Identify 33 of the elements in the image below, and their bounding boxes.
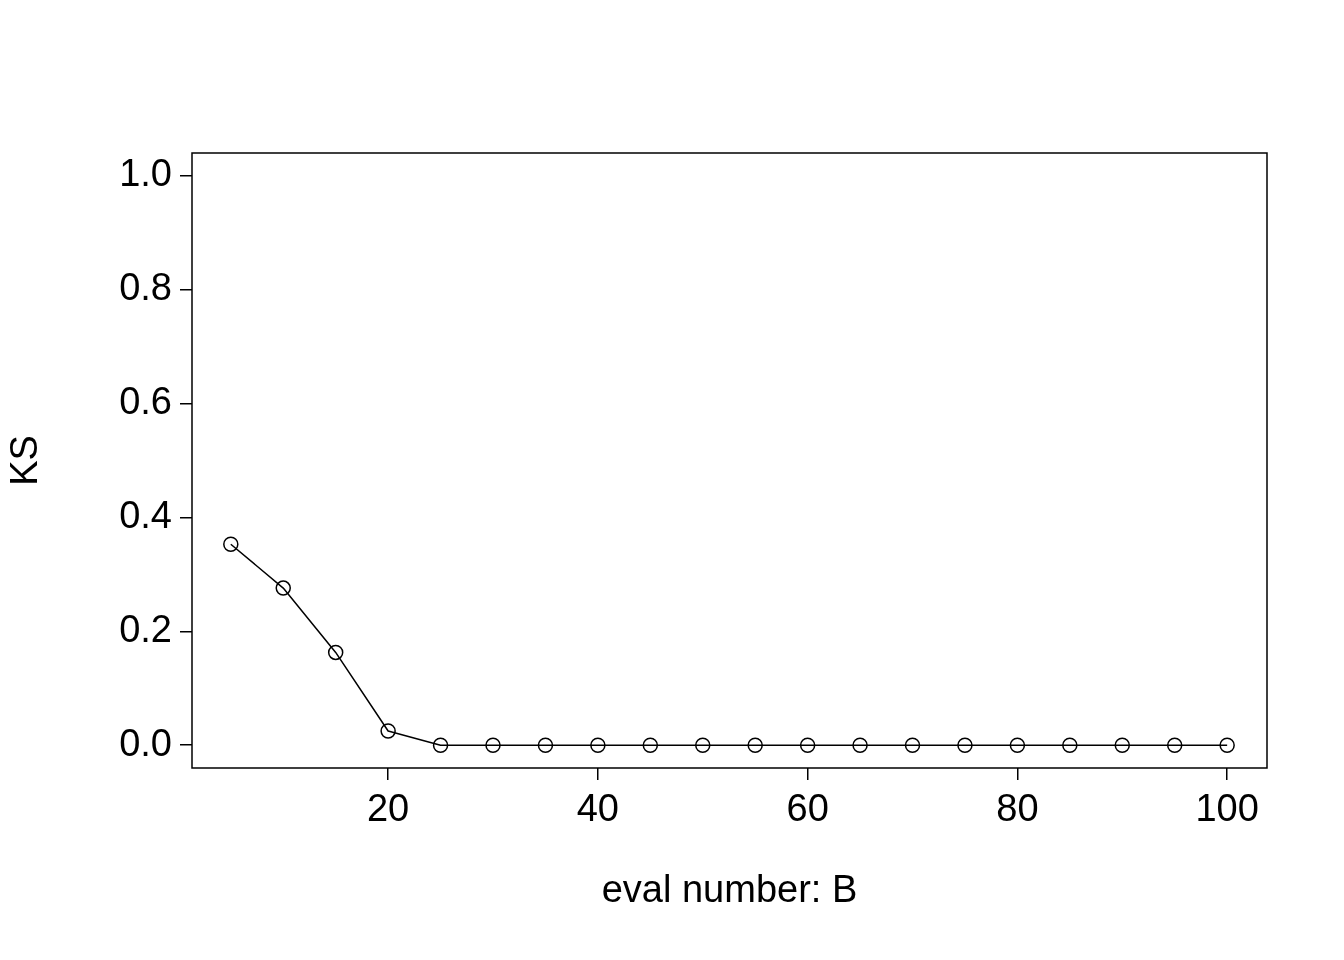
point: [1009, 737, 1026, 753]
point: [590, 737, 606, 753]
point: [799, 737, 816, 753]
x-axis-title: eval number: B: [601, 867, 858, 910]
y-tick-label: 0.8: [119, 266, 172, 309]
x-tick-label: 20: [366, 787, 410, 830]
point: [223, 536, 239, 552]
y-tick-label: 0.4: [119, 493, 172, 536]
point: [904, 737, 921, 753]
point: [485, 737, 501, 753]
point: [1062, 737, 1078, 753]
point: [695, 737, 711, 753]
y-tick-label: 0.6: [119, 380, 172, 423]
y-tick-label: 0.0: [119, 721, 172, 764]
x-tick-label: 100: [1195, 787, 1259, 830]
point: [642, 737, 659, 753]
point: [852, 737, 868, 753]
y-tick-label: 1.0: [119, 152, 172, 195]
point: [747, 737, 763, 753]
point: [1166, 737, 1183, 753]
point: [1219, 737, 1235, 753]
y-tick-label: 0.2: [119, 607, 172, 650]
point: [380, 723, 396, 739]
point: [432, 737, 449, 753]
point: [537, 737, 554, 753]
x-tick-label: 80: [996, 787, 1039, 830]
point: [957, 737, 973, 753]
y-axis-title: KS: [3, 435, 46, 486]
x-tick-label: 60: [786, 787, 829, 830]
point: [275, 580, 291, 596]
point: [1114, 737, 1131, 753]
x-tick-label: 40: [576, 787, 620, 830]
point: [327, 644, 344, 661]
